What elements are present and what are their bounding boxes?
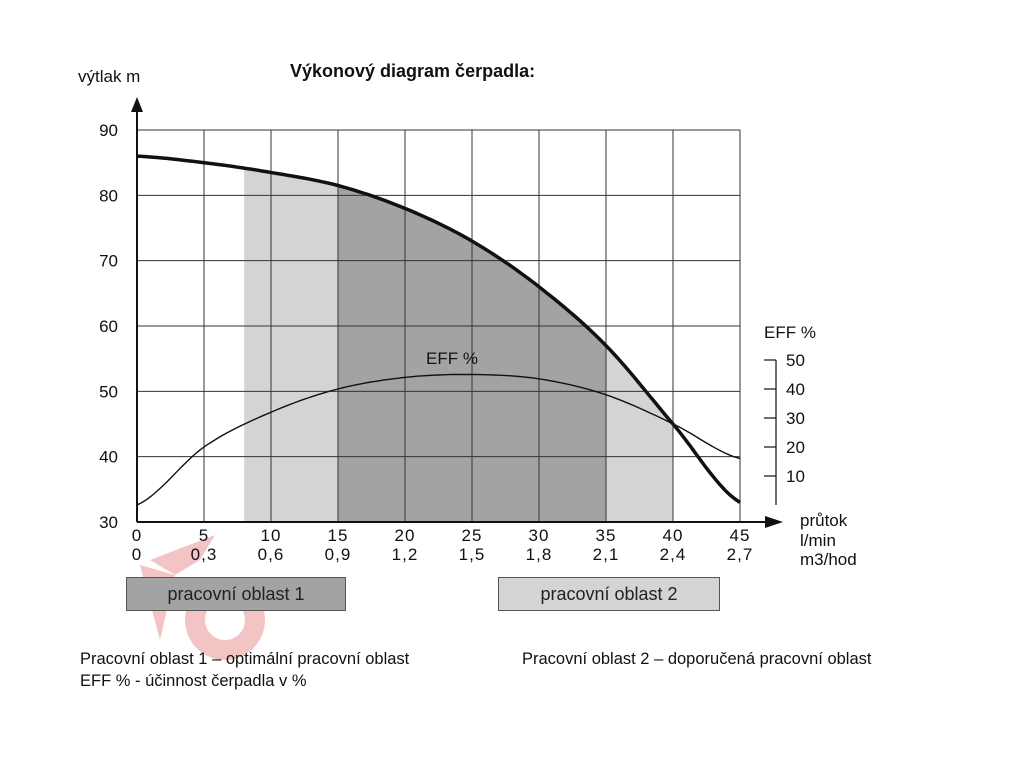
x-tick-label-lmin: 20 [395, 526, 416, 545]
x-tick-label-lmin: 10 [261, 526, 282, 545]
head-curve-line [136, 154, 741, 504]
chart-title: Výkonový diagram čerpadla: [290, 61, 535, 81]
x-tick-label-lmin: 35 [596, 526, 617, 545]
note-area-1: Pracovní oblast 1 – optimální pracovní o… [80, 650, 410, 668]
x-tick-label-m3h: 0,3 [191, 545, 218, 564]
x-tick-label-m3h: 2,1 [593, 545, 620, 564]
y2-axis-label: EFF % [764, 323, 816, 342]
x-tick-label-lmin: 40 [663, 526, 684, 545]
y2-tick-label: 10 [786, 467, 805, 486]
y2-tick-label: 50 [786, 351, 805, 370]
y-tick-label: 90 [99, 121, 118, 140]
x-axis-label-m3h: m3/hod [800, 550, 857, 569]
y-tick-label: 50 [99, 382, 118, 401]
eff-curve-annotation: EFF % [426, 349, 478, 368]
work-area-regions [244, 168, 673, 522]
x-tick-label-lmin: 0 [132, 526, 142, 545]
y2-tick-label: 20 [786, 438, 805, 457]
x-tick-label-lmin: 15 [328, 526, 349, 545]
y-tick-label: 80 [99, 186, 118, 205]
y-axis-arrow [131, 97, 143, 112]
x-tick-label-m3h: 0,9 [325, 545, 352, 564]
x-tick-label-lmin: 25 [462, 526, 483, 545]
x-tick-label-lmin: 45 [730, 526, 751, 545]
work-area-region-2 [244, 168, 338, 522]
x-tick-label-m3h: 1,2 [392, 545, 419, 564]
note-area-2: Pracovní oblast 2 – doporučená pracovní … [522, 650, 872, 668]
y2-tick-label: 40 [786, 380, 805, 399]
y2-tick-label: 30 [786, 409, 805, 428]
x-tick-label-m3h: 0,6 [258, 545, 285, 564]
x-tick-label-m3h: 2,7 [727, 545, 754, 564]
work-area-region-3 [606, 345, 673, 522]
x-tick-label-m3h: 1,5 [459, 545, 486, 564]
legend-area-2: pracovní oblast 2 [498, 577, 720, 611]
y-tick-label: 40 [99, 448, 118, 467]
x-tick-label-lmin: 5 [199, 526, 209, 545]
y-tick-label: 60 [99, 317, 118, 336]
series-lines [136, 154, 741, 506]
note-eff: EFF % - účinnost čerpadla v % [80, 672, 307, 690]
axes [131, 97, 783, 528]
x-axis-arrow [765, 516, 783, 528]
legend-area-1: pracovní oblast 1 [126, 577, 346, 611]
y-tick-label: 70 [99, 252, 118, 271]
x-tick-label-m3h: 2,4 [660, 545, 687, 564]
x-axis-label-flow: průtok [800, 511, 848, 530]
x-tick-label-m3h: 1,8 [526, 545, 553, 564]
x-tick-label-lmin: 30 [529, 526, 550, 545]
x-tick-label-m3h: 0 [132, 545, 142, 564]
y-axis-label: výtlak m [78, 67, 140, 86]
tick-labels: 9080706050403050403020100050,3100,6150,9… [99, 121, 805, 564]
efficiency-curve-line [136, 373, 741, 506]
y-tick-label: 30 [99, 513, 118, 532]
x-axis-label-lmin: l/min [800, 531, 836, 550]
